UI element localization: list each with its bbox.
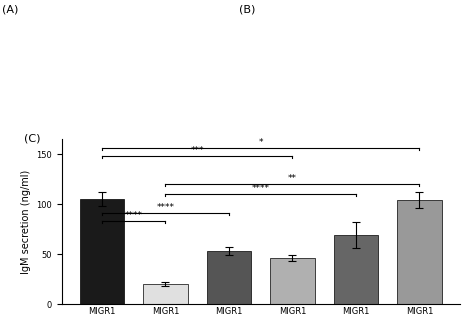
Bar <box>207 251 251 304</box>
Y-axis label: IgM secretion (ng/ml): IgM secretion (ng/ml) <box>20 170 31 274</box>
Text: ****: **** <box>125 211 143 220</box>
Bar <box>80 199 124 304</box>
Text: ***: *** <box>191 146 204 155</box>
Bar <box>397 200 442 304</box>
Text: *: * <box>258 139 263 147</box>
Text: (A): (A) <box>2 4 19 15</box>
Bar <box>270 258 315 304</box>
Text: **: ** <box>288 174 297 184</box>
Text: ****: **** <box>252 184 270 193</box>
Text: (B): (B) <box>239 4 256 15</box>
Bar <box>334 236 378 304</box>
Bar <box>143 284 188 304</box>
Text: ****: **** <box>156 204 174 212</box>
Text: (C): (C) <box>24 133 40 143</box>
